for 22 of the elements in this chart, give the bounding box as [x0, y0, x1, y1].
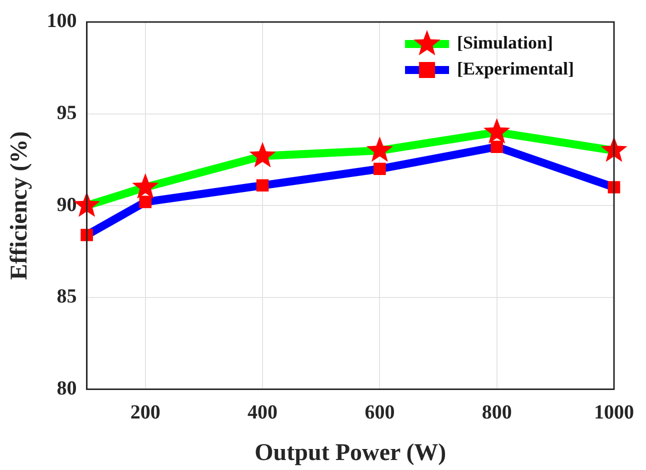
legend-label: [Simulation]	[457, 32, 554, 53]
y-axis-title: Efficiency (%)	[6, 131, 33, 280]
y-tick-label: 90	[56, 194, 77, 216]
point	[132, 173, 159, 199]
point	[490, 140, 503, 154]
y-tick-label: 80	[56, 377, 77, 400]
x-tick-label: 200	[130, 401, 160, 424]
x-tick-label: 800	[482, 401, 512, 424]
y-tick-label: 100	[46, 10, 77, 32]
point	[256, 179, 269, 192]
x-axis-title: Output Power (W)	[254, 440, 446, 466]
x-tick-label: 400	[248, 401, 278, 424]
legend-label: [Experimental]	[457, 58, 574, 79]
point	[139, 196, 152, 208]
x-tick-label: 600	[364, 401, 395, 424]
point	[374, 162, 386, 176]
y-tick-label: 85	[56, 286, 77, 308]
point	[249, 142, 276, 168]
y-tick-label: 95	[56, 102, 77, 124]
point	[484, 118, 510, 144]
x-tick-label: 1000	[594, 401, 634, 424]
point	[366, 136, 394, 162]
